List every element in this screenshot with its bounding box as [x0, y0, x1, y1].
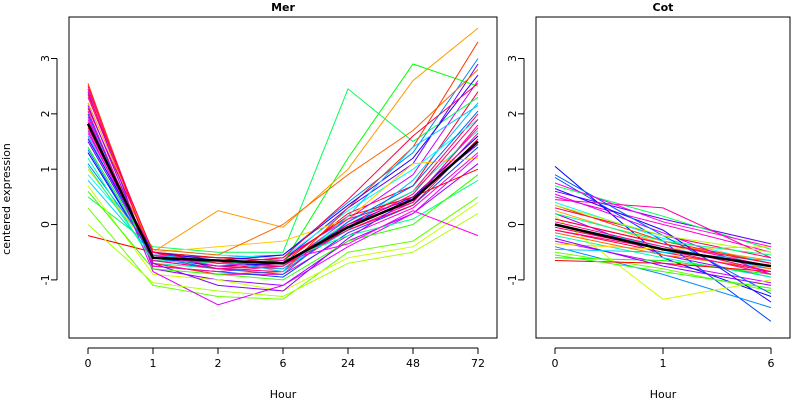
series-line-32 [554, 204, 772, 253]
x-tick-label: 72 [471, 357, 485, 370]
series-line-26 [554, 237, 772, 286]
series-line-31 [554, 254, 772, 289]
x-tick-label: 24 [341, 357, 355, 370]
series-line-34 [554, 218, 772, 264]
series-line-30 [554, 213, 772, 256]
plot-frame [68, 16, 498, 339]
series-line-18 [87, 27, 479, 253]
series-line-6 [87, 63, 479, 262]
series-line-19 [87, 69, 479, 256]
series-line-33 [554, 182, 772, 248]
series-line-27 [554, 188, 772, 303]
series-line-21 [554, 260, 772, 273]
series-line-15 [87, 196, 479, 300]
series-line-26 [87, 105, 479, 292]
y-tick-label: 1 [39, 166, 52, 173]
y-tick-label: 0 [506, 221, 519, 228]
x-tick-label: 0 [552, 357, 559, 370]
series-line-35 [87, 121, 479, 270]
x-tick-label: 0 [85, 357, 92, 370]
x-tick-label: 1 [660, 357, 667, 370]
series-line-14 [554, 257, 772, 275]
series-line-6 [554, 190, 772, 245]
y-axis-title: centered expression [0, 143, 13, 255]
panel-cot: Cot Hour -1 0 1 2 3 0 1 6 [506, 1, 791, 400]
x-axis-title-cot: Hour [650, 388, 677, 400]
panel-title-cot: Cot [653, 1, 674, 14]
series-line-32 [87, 213, 479, 298]
series-line-16 [554, 215, 772, 300]
series-line-9 [87, 58, 479, 259]
series-line-12 [554, 235, 772, 278]
x-tick-label: 1 [150, 357, 157, 370]
y-tick-label: 2 [39, 110, 52, 117]
x-tick-label: 6 [280, 357, 287, 370]
panel-mer: Mer Hour -1 0 1 2 3 0 1 2 6 24 48 72 [39, 1, 498, 400]
series-line-25 [87, 116, 479, 306]
panel-title-mer: Mer [271, 1, 295, 14]
series-line-9 [554, 246, 772, 309]
series-line-27 [87, 74, 479, 262]
y-tick-label: 0 [39, 221, 52, 228]
series-line-13 [87, 88, 479, 253]
y-tick-label: 2 [506, 110, 519, 117]
series-line-3 [554, 196, 772, 253]
y-tick-label: -1 [39, 274, 52, 285]
series-line-19 [554, 232, 772, 270]
series-line-15 [554, 251, 772, 292]
mean-line [554, 223, 772, 268]
x-tick-label: 2 [215, 357, 222, 370]
y-tick-label: 3 [506, 55, 519, 62]
mean-line [86, 123, 479, 265]
y-tick-label: 3 [39, 55, 52, 62]
x-tick-label: 48 [406, 357, 420, 370]
y-tick-label: 1 [506, 166, 519, 173]
series-line-22 [554, 221, 772, 273]
x-tick-label: 6 [768, 357, 775, 370]
series-line-34 [87, 83, 479, 264]
series-line-31 [87, 174, 479, 281]
plot-frame [535, 16, 791, 339]
x-axis-title-mer: Hour [270, 388, 297, 400]
series-line-29 [554, 248, 772, 261]
y-tick-label: -1 [506, 274, 519, 285]
